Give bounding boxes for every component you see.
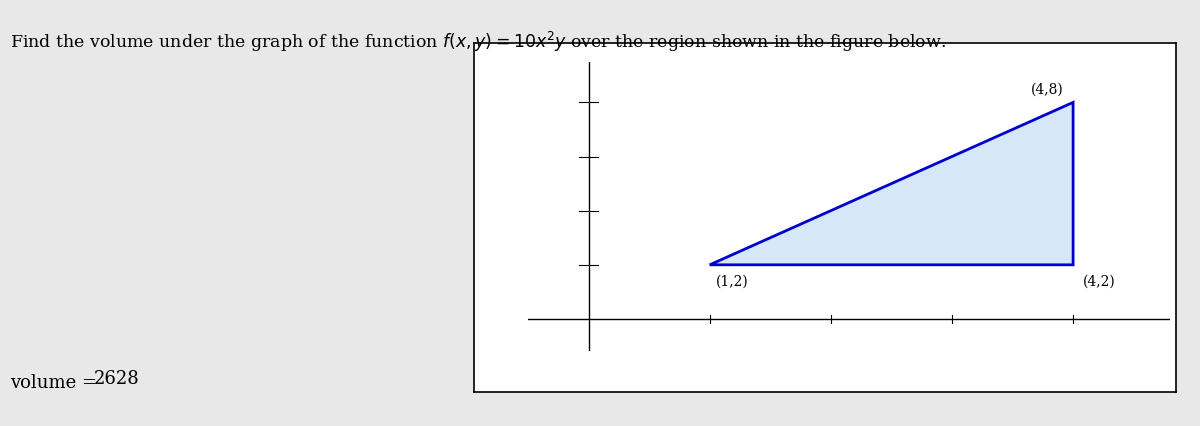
Text: (1,2): (1,2) — [715, 274, 749, 288]
Text: (4,8): (4,8) — [1031, 83, 1063, 97]
Text: Find the volume under the graph of the function $f(x, y) = 10x^2y$ over the regi: Find the volume under the graph of the f… — [10, 30, 946, 54]
Text: 2628: 2628 — [94, 370, 140, 388]
Polygon shape — [709, 102, 1073, 265]
Text: volume =: volume = — [10, 374, 102, 392]
Text: (4,2): (4,2) — [1082, 274, 1116, 288]
